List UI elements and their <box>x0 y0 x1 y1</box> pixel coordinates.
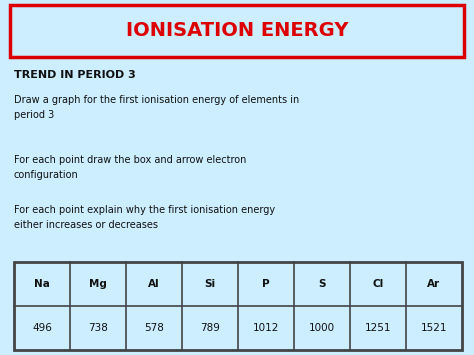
Text: Draw a graph for the first ionisation energy of elements in
period 3: Draw a graph for the first ionisation en… <box>14 95 299 120</box>
Text: P: P <box>262 279 270 289</box>
Bar <box>14 262 462 350</box>
Text: S: S <box>318 279 326 289</box>
Text: 1521: 1521 <box>421 323 447 333</box>
Bar <box>10 5 464 57</box>
Text: Na: Na <box>34 279 50 289</box>
Text: 789: 789 <box>200 323 220 333</box>
Text: Cl: Cl <box>373 279 383 289</box>
Text: 1012: 1012 <box>253 323 279 333</box>
Text: 496: 496 <box>32 323 52 333</box>
Text: Mg: Mg <box>89 279 107 289</box>
Text: Al: Al <box>148 279 160 289</box>
Text: 1000: 1000 <box>309 323 335 333</box>
Text: Si: Si <box>204 279 216 289</box>
Text: 578: 578 <box>144 323 164 333</box>
Text: 738: 738 <box>88 323 108 333</box>
Text: IONISATION ENERGY: IONISATION ENERGY <box>126 22 348 40</box>
Text: TREND IN PERIOD 3: TREND IN PERIOD 3 <box>14 70 136 80</box>
Text: 1251: 1251 <box>365 323 391 333</box>
Text: For each point explain why the first ionisation energy
either increases or decre: For each point explain why the first ion… <box>14 205 275 230</box>
Text: Ar: Ar <box>428 279 440 289</box>
Text: For each point draw the box and arrow electron
configuration: For each point draw the box and arrow el… <box>14 155 246 180</box>
